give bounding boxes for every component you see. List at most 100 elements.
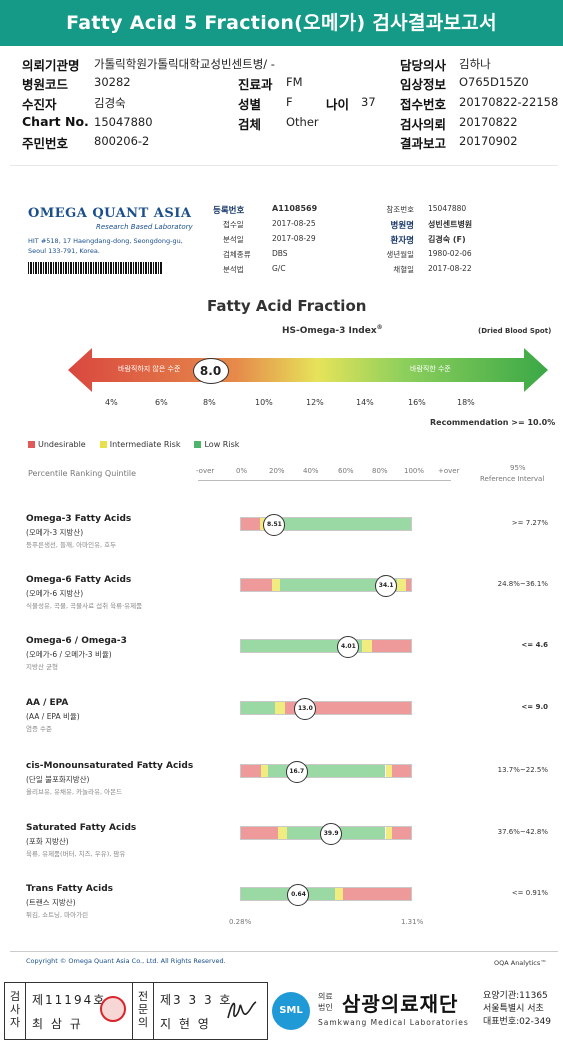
legend: Undesirable Intermediate Risk Low Risk bbox=[28, 440, 253, 449]
acid-marker: 16.7 bbox=[285, 761, 308, 783]
report-date-label: 결과보고 bbox=[400, 136, 447, 151]
acid-bar-segment bbox=[271, 579, 281, 591]
index-title-text: HS-Omega-3 Index bbox=[282, 326, 377, 336]
label-char: 전 bbox=[137, 990, 149, 1003]
meta-left-value: G/C bbox=[272, 264, 286, 273]
percentile-tick: 20% bbox=[269, 467, 285, 475]
trans-range-low: 0.28% bbox=[229, 918, 252, 926]
acid-reference: 13.7%~22.5% bbox=[497, 766, 548, 774]
label-char: 사 bbox=[9, 1003, 21, 1016]
resident-value: 800206-2 bbox=[94, 134, 150, 148]
footer-divider bbox=[10, 951, 558, 952]
acid-marker: 0.64 bbox=[287, 884, 310, 906]
fraction-title: Fatty Acid Fraction bbox=[207, 297, 367, 315]
label-char: 문 bbox=[137, 1003, 149, 1016]
receipt-label: 접수번호 bbox=[400, 97, 447, 112]
acid-subtitle: (오메가-6 / 오메가-3 비율) bbox=[26, 650, 112, 659]
percentile-tick: 80% bbox=[372, 467, 388, 475]
legend-swatch bbox=[28, 441, 35, 448]
acid-reference: <= 4.6 bbox=[521, 641, 548, 649]
meta-left-label: 분석일 bbox=[223, 235, 244, 244]
examiner-name: 최 삼 규 bbox=[32, 1017, 83, 1031]
index-tick-label: 14% bbox=[356, 398, 374, 407]
index-tick-label: 4% bbox=[105, 398, 118, 407]
acid-title: Omega-3 Fatty Acids bbox=[26, 514, 132, 524]
dept-label: 진료과 bbox=[238, 77, 273, 92]
acid-bar-segment bbox=[392, 827, 411, 839]
acid-bar bbox=[240, 701, 412, 715]
meta-right-label: 병원명 bbox=[390, 221, 414, 231]
acid-marker: 4.01 bbox=[337, 636, 360, 658]
acid-marker: 13.0 bbox=[294, 698, 317, 720]
meta-left-label: 접수일 bbox=[223, 220, 244, 229]
legend-item: Intermediate Risk bbox=[99, 440, 181, 449]
logo-subtitle: Research Based Laboratory bbox=[96, 223, 193, 231]
acid-marker: 34.1 bbox=[375, 575, 398, 597]
meta-right-value: 15047880 bbox=[428, 204, 467, 213]
hospital-code-label: 병원코드 bbox=[22, 77, 69, 92]
acid-reference: <= 0.91% bbox=[511, 889, 548, 897]
address-line-2: Seoul 133-791, Korea. bbox=[28, 247, 100, 255]
acid-reference: >= 7.27% bbox=[511, 519, 548, 527]
barcode bbox=[28, 262, 163, 274]
address-line-1: HIT #518, 17 Haengdang-dong, Seongdong-g… bbox=[28, 237, 183, 245]
acid-title: AA / EPA bbox=[26, 698, 69, 708]
index-tick-label: 12% bbox=[306, 398, 324, 407]
acid-title: Saturated Fatty Acids bbox=[26, 823, 137, 833]
percentile-tick: 100% bbox=[404, 467, 425, 475]
acid-food: 올리브유, 유채유, 카놀라유, 아몬드 bbox=[26, 788, 123, 796]
meta-left-label: 검체종류 bbox=[223, 250, 251, 259]
acid-food: 지방산 균형 bbox=[26, 663, 58, 671]
meta-right-label: 채혈일 bbox=[393, 265, 414, 274]
doctor-label: 담당의사 bbox=[400, 58, 447, 73]
clinical-value: O765D15Z0 bbox=[459, 75, 529, 89]
legend-label: Intermediate Risk bbox=[109, 440, 181, 449]
index-arrow bbox=[68, 348, 548, 392]
acid-food: 육류, 유제품(버터, 치즈, 우유), 팜유 bbox=[26, 850, 126, 858]
meta-left-label: 등록번호 bbox=[213, 206, 245, 216]
index-value-marker: 8.0 bbox=[192, 358, 229, 384]
label-char: 의 bbox=[137, 1016, 149, 1029]
meta-right-value: 2017-08-22 bbox=[428, 264, 472, 273]
index-tick-label: 8% bbox=[203, 398, 216, 407]
acid-subtitle: (트랜스 지방산) bbox=[26, 898, 76, 907]
acid-subtitle: (단일 불포화지방산) bbox=[26, 775, 90, 784]
org-name: 삼광의료재단 bbox=[342, 992, 459, 1016]
resident-label: 주민번호 bbox=[22, 136, 69, 151]
acid-bar-segment bbox=[361, 640, 372, 652]
acid-bar-segment bbox=[334, 888, 343, 900]
legend-swatch bbox=[194, 441, 202, 448]
footer-brand: OQA Analytics™ bbox=[494, 959, 547, 967]
org-english: Samkwang Medical Laboratories bbox=[318, 1018, 469, 1027]
specialist-name: 지 현 영 bbox=[160, 1017, 211, 1031]
acid-bar-segment bbox=[343, 888, 411, 900]
percentile-tick: 40% bbox=[303, 467, 319, 475]
ref-header-2: Reference Interval bbox=[480, 475, 545, 483]
percentile-tick: +over bbox=[438, 467, 460, 475]
hospital-code-value: 30282 bbox=[94, 75, 131, 89]
meta-left-value: DBS bbox=[272, 249, 288, 258]
signature bbox=[227, 1001, 257, 1019]
clinical-label: 임상정보 bbox=[400, 77, 447, 92]
patient-value: 김경숙 bbox=[94, 96, 126, 110]
undesirable-text: 바람직하지 않은 수준 bbox=[118, 365, 181, 373]
acid-bar-segment bbox=[371, 640, 411, 652]
index-tick-label: 16% bbox=[408, 398, 426, 407]
index-title-mark: ® bbox=[376, 324, 383, 331]
meta-right-label: 환자명 bbox=[390, 236, 414, 246]
acid-bar-segment bbox=[241, 827, 279, 839]
request-label: 검사의뢰 bbox=[400, 117, 447, 132]
acid-bar-segment bbox=[385, 827, 393, 839]
meta-right-label: 참조번호 bbox=[386, 205, 414, 214]
contact-2: 서울특별시 서초 bbox=[483, 1004, 544, 1014]
legend-label: Undesirable bbox=[38, 440, 86, 449]
acid-bar-segment bbox=[241, 640, 362, 652]
legend-item: Low Risk bbox=[194, 440, 239, 449]
acid-food: 등푸른생선, 들깨, 아마인유, 호두 bbox=[26, 541, 117, 549]
acid-bar bbox=[240, 764, 412, 778]
legend-swatch bbox=[99, 441, 107, 448]
meta-left-value: 2017-08-25 bbox=[272, 219, 316, 228]
